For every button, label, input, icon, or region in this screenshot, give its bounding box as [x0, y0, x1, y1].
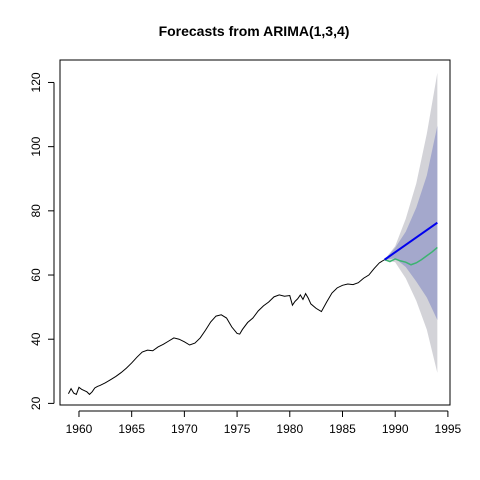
plot-frame — [59, 59, 451, 406]
x-tick-label: 1980 — [276, 422, 303, 436]
y-axis: 20 40 60 80 100 120 — [29, 72, 55, 410]
actual-line — [384, 246, 438, 266]
y-tick-label: 60 — [29, 268, 43, 282]
series-lines — [67, 221, 438, 396]
x-tick-label: 1995 — [435, 422, 462, 436]
y-tick-label: 40 — [29, 332, 43, 346]
x-tick-label: 1965 — [118, 422, 145, 436]
x-axis: 1960 1965 1970 1975 1980 1985 1990 1995 — [66, 410, 462, 436]
y-tick-label: 120 — [29, 72, 43, 92]
y-tick-label: 80 — [29, 204, 43, 218]
x-tick-label: 1985 — [329, 422, 356, 436]
y-tick-label: 20 — [29, 396, 43, 410]
history-line — [67, 259, 385, 396]
y-tick-label: 100 — [29, 136, 43, 156]
x-tick-label: 1960 — [66, 422, 93, 436]
x-tick-label: 1975 — [224, 422, 251, 436]
x-tick-label: 1990 — [382, 422, 409, 436]
band-80 — [384, 125, 438, 320]
prediction-bands — [384, 72, 438, 373]
chart-title: Forecasts from ARIMA(1,3,4) — [159, 23, 350, 39]
forecast-line — [384, 221, 438, 261]
x-tick-label: 1970 — [171, 422, 198, 436]
